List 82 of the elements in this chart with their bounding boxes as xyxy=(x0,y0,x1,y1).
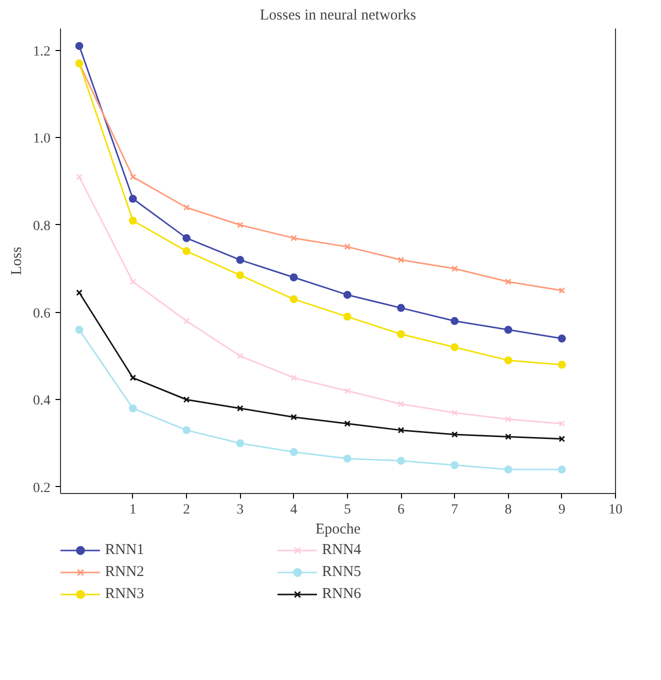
point xyxy=(558,465,566,474)
point xyxy=(236,256,244,264)
point xyxy=(290,273,298,282)
y-tick-label: 1.2 xyxy=(33,44,50,60)
point xyxy=(182,234,191,242)
point xyxy=(128,194,137,203)
y-tick-label: 0.8 xyxy=(33,218,50,234)
point xyxy=(398,426,404,434)
point xyxy=(397,330,406,338)
x-axis-title: Epoche xyxy=(316,522,361,538)
point xyxy=(505,278,512,285)
point xyxy=(128,216,137,225)
point xyxy=(290,295,298,304)
point xyxy=(505,434,512,440)
point xyxy=(183,318,190,324)
x-tick-label: 1 xyxy=(129,502,136,518)
legend-label: RNN5 xyxy=(322,564,362,580)
point xyxy=(450,343,459,352)
point xyxy=(450,317,459,326)
point xyxy=(183,204,190,211)
point xyxy=(451,410,458,416)
point xyxy=(344,420,351,427)
chart-title: Losses in neural networks xyxy=(260,8,416,24)
legend-label: RNN2 xyxy=(105,564,146,580)
point xyxy=(398,256,404,264)
y-tick-label: 0.4 xyxy=(33,394,50,409)
point xyxy=(343,454,352,463)
point xyxy=(236,352,244,360)
x-tick-label: 10 xyxy=(608,502,622,518)
point xyxy=(236,271,244,280)
legend-label: RNN3 xyxy=(105,586,146,602)
point xyxy=(558,420,566,427)
point xyxy=(236,439,244,448)
point xyxy=(504,326,512,334)
point xyxy=(451,265,458,272)
point xyxy=(504,356,512,364)
point xyxy=(290,448,298,456)
point xyxy=(397,304,406,312)
point xyxy=(343,290,352,299)
point xyxy=(130,174,136,180)
point xyxy=(344,388,351,394)
point xyxy=(450,461,459,470)
y-tick-label: 0.2 xyxy=(33,480,50,496)
point xyxy=(397,456,406,465)
x-tick-label: 5 xyxy=(344,502,351,518)
point xyxy=(451,431,458,438)
y-tick-label: 1.0 xyxy=(33,132,50,147)
point xyxy=(505,416,512,422)
legend-label: RNN4 xyxy=(322,542,362,558)
point xyxy=(130,374,136,382)
x-tick-label: 6 xyxy=(398,502,405,518)
point xyxy=(504,465,512,474)
point xyxy=(236,222,244,228)
point xyxy=(183,396,190,403)
y-tick-label: 0.6 xyxy=(33,306,50,322)
x-tick-label: 3 xyxy=(236,502,244,518)
point xyxy=(75,326,84,334)
y-axis-title: Loss xyxy=(9,246,25,276)
point xyxy=(290,414,297,420)
point xyxy=(130,278,136,285)
x-tick-label: 4 xyxy=(290,502,298,518)
point xyxy=(343,312,352,321)
point xyxy=(76,174,82,180)
x-tick-label: 7 xyxy=(451,502,458,518)
point xyxy=(558,287,566,294)
point xyxy=(558,360,566,369)
point xyxy=(290,234,297,242)
point xyxy=(290,374,297,382)
point xyxy=(344,244,351,250)
x-tick-label: 9 xyxy=(558,502,566,518)
point xyxy=(558,334,566,342)
x-tick-label: 8 xyxy=(504,502,512,518)
legend-label: RNN1 xyxy=(105,542,146,558)
x-tick-label: 2 xyxy=(183,502,190,518)
point xyxy=(182,247,191,256)
point xyxy=(128,404,137,412)
point xyxy=(76,289,82,296)
point xyxy=(75,42,84,50)
legend-label: RNN6 xyxy=(322,586,362,602)
point xyxy=(182,426,191,434)
point xyxy=(236,405,244,412)
point xyxy=(398,400,404,408)
